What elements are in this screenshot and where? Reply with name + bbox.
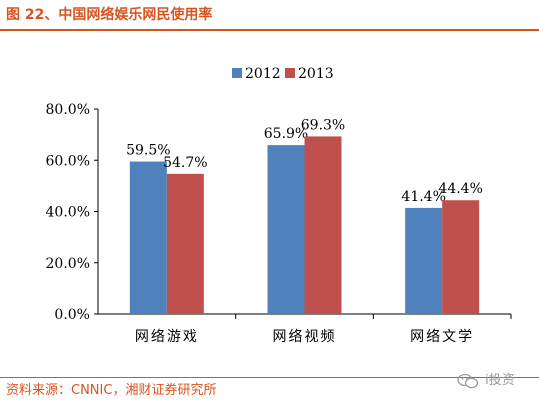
footer-divider — [0, 377, 539, 378]
bar-2013 — [442, 200, 480, 314]
data-label: 44.4% — [438, 181, 482, 197]
title-divider — [0, 29, 539, 31]
legend-label: 2013 — [298, 66, 334, 82]
y-tick-label: 40.0% — [46, 205, 90, 221]
bar-2013 — [166, 173, 204, 314]
bar-2012 — [405, 207, 443, 314]
watermark: i投资 — [457, 368, 515, 394]
category-label: 网络游戏 — [135, 329, 199, 345]
data-label: 69.3% — [301, 117, 345, 133]
data-label: 41.4% — [401, 189, 445, 205]
y-tick-label: 20.0% — [46, 256, 90, 272]
bar-2012 — [129, 161, 167, 314]
source-note: 资料来源：CNNIC，湘财证券研究所 — [6, 383, 217, 398]
wechat-icon — [457, 373, 479, 389]
data-label: 65.9% — [264, 126, 308, 142]
data-label: 59.5% — [126, 143, 170, 159]
figure-title: 图 22、中国网络娱乐网民使用率 — [6, 7, 213, 23]
bar-chart: 0.0% 20.0% 40.0% 60.0% 80.0% 网络游戏 59.5%54.7% 网络… — [46, 66, 512, 345]
bar-2012 — [267, 145, 305, 314]
data-label: 54.7% — [163, 155, 207, 171]
y-tick-label: 0.0% — [54, 307, 90, 323]
legend-swatch-2013 — [285, 68, 295, 78]
watermark-text: i投资 — [485, 373, 515, 388]
y-tick-label: 60.0% — [46, 153, 90, 169]
category-label: 网络文学 — [410, 329, 474, 345]
bar-2013 — [304, 136, 342, 314]
legend-label: 2012 — [245, 66, 281, 82]
category-label: 网络视频 — [273, 329, 337, 345]
legend-swatch-2012 — [232, 68, 242, 78]
y-tick-label: 80.0% — [46, 102, 90, 118]
